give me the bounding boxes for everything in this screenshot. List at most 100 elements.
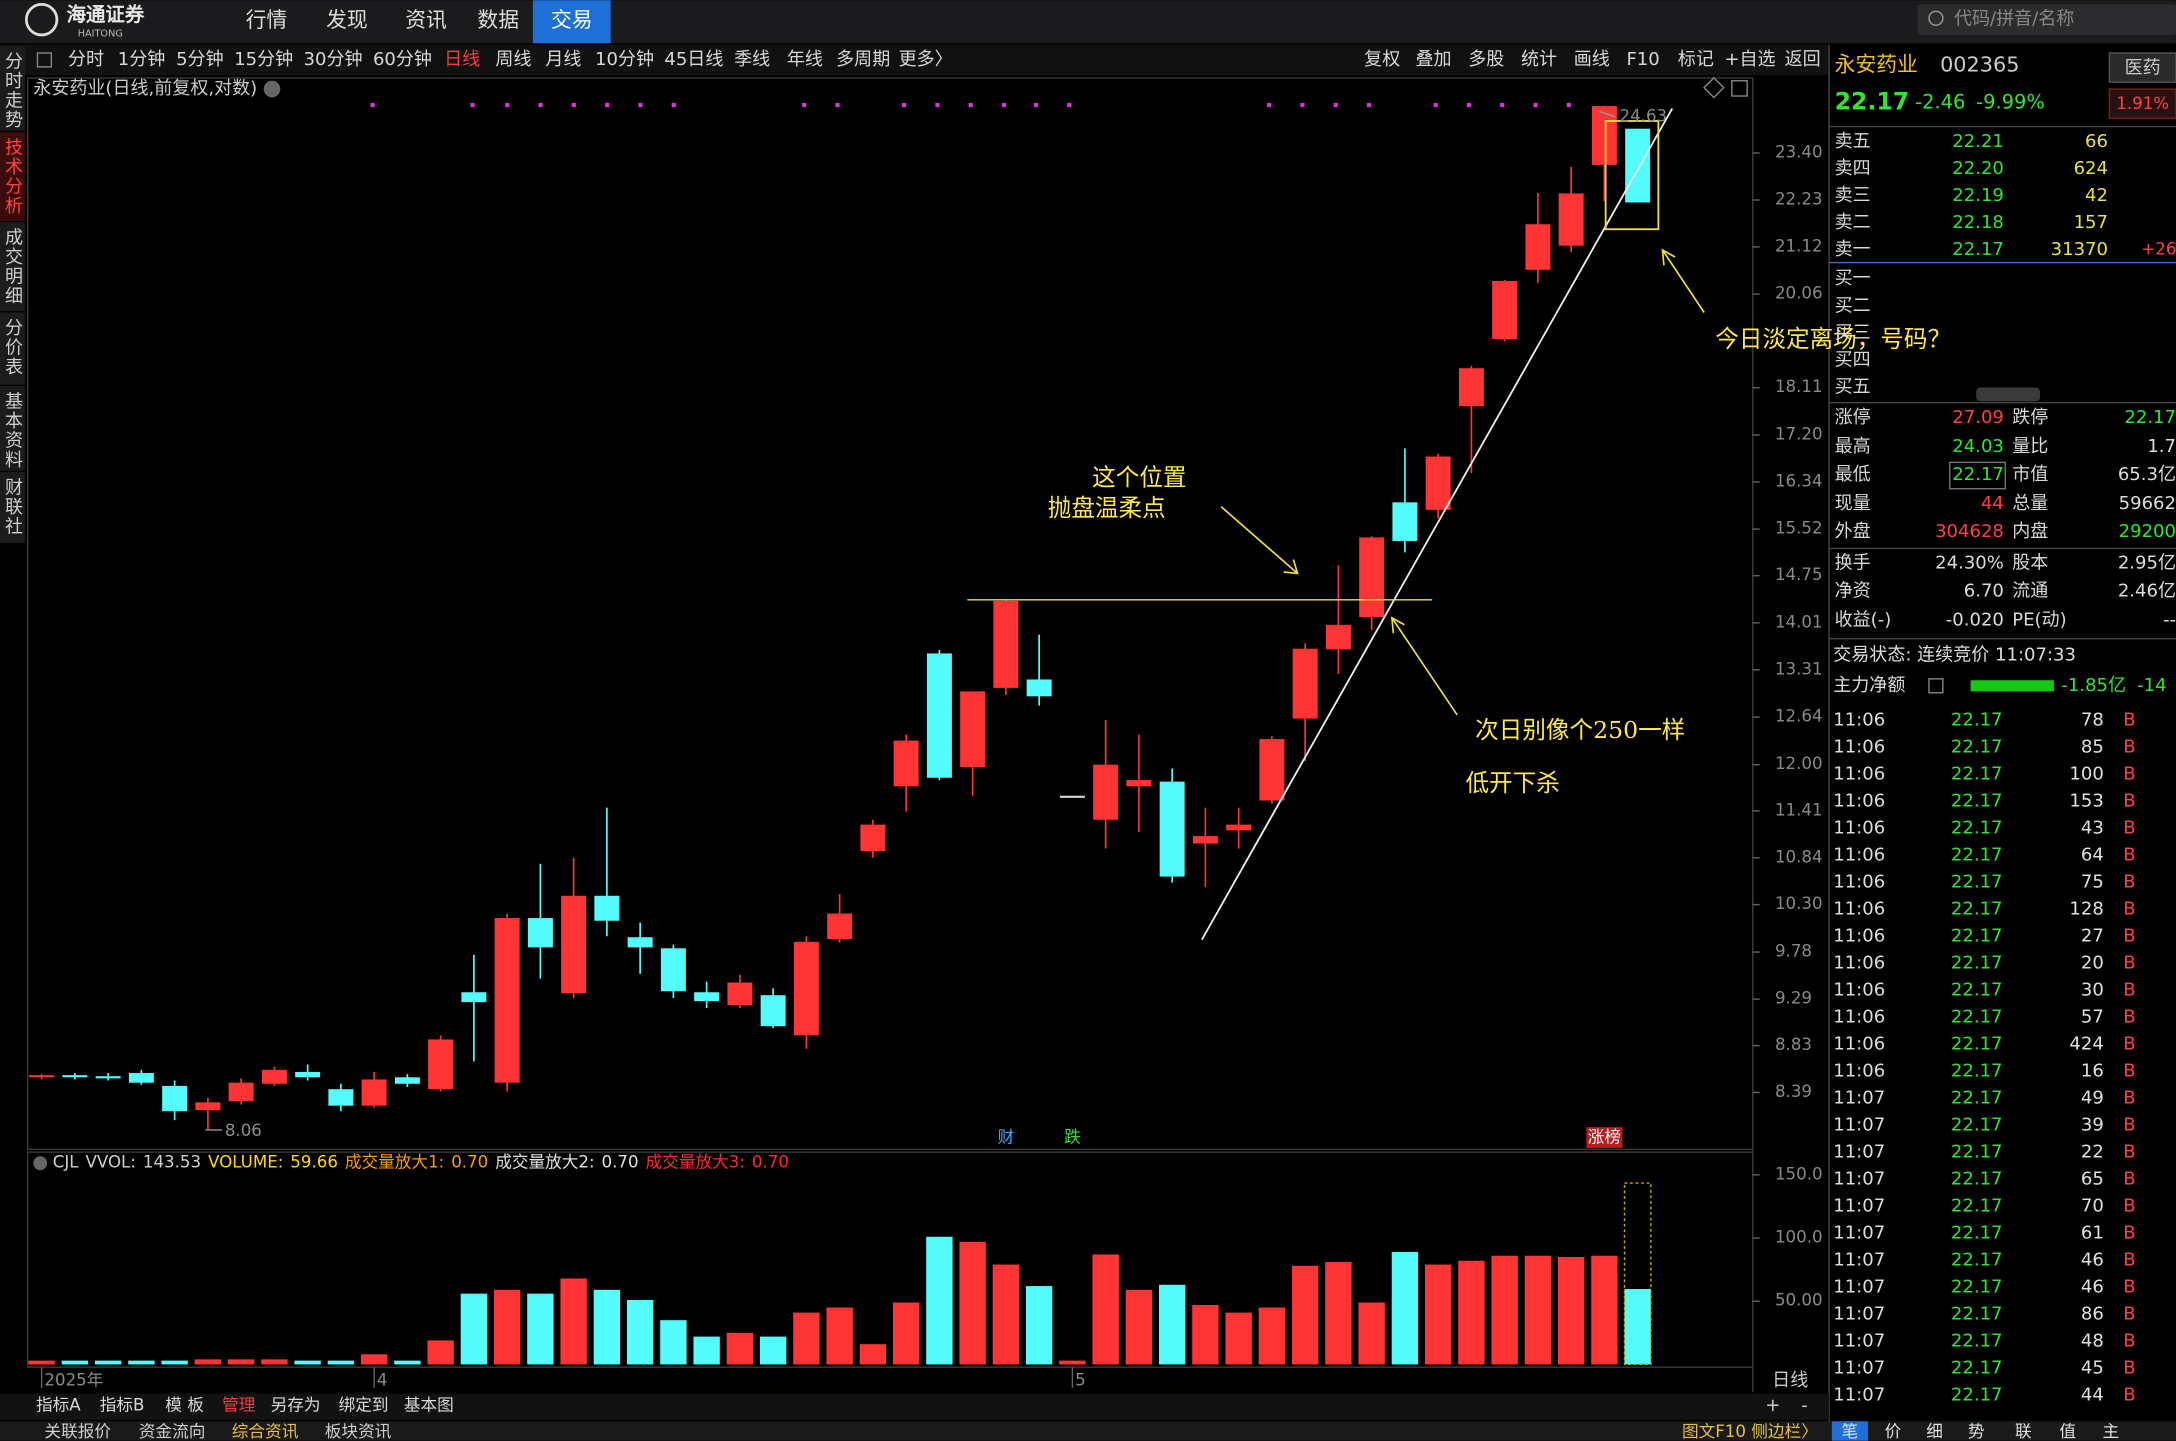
indicator-dropdown[interactable]	[33, 1156, 48, 1171]
side-tab[interactable]: 技术分析	[2, 138, 23, 216]
menu-item[interactable]: 数据	[477, 8, 519, 32]
side-tab-bg[interactable]	[0, 222, 25, 312]
tool-button[interactable]: 画线	[1574, 49, 1610, 70]
event-marker[interactable]: 财	[998, 1128, 1015, 1147]
right-tab[interactable]: 价	[1885, 1422, 1902, 1441]
flow-icon[interactable]	[1928, 678, 1944, 694]
right-tab[interactable]: 细	[1926, 1422, 1943, 1441]
tool-button[interactable]: 统计	[1521, 49, 1557, 70]
period-tab[interactable]: 日线	[444, 49, 480, 70]
side-tab-bg[interactable]	[0, 386, 25, 471]
bottom-tab[interactable]: 关联报价	[44, 1422, 111, 1441]
bottom-tool[interactable]: 另存为	[271, 1396, 321, 1415]
trade-time: 11:06	[1833, 1006, 1885, 1027]
menu-item[interactable]: 发现	[326, 8, 368, 32]
icon[interactable]	[1731, 80, 1748, 97]
tool-button[interactable]: +自选	[1724, 49, 1775, 70]
trade-time: 11:06	[1833, 790, 1885, 811]
side-tab-bg[interactable]	[0, 46, 25, 131]
tool-button[interactable]: F10	[1626, 49, 1659, 70]
period-tab[interactable]: 60分钟	[373, 49, 432, 70]
trade-time: 11:06	[1833, 1033, 1885, 1054]
side-tab[interactable]: 基本资料	[2, 391, 23, 469]
bottom-tool[interactable]: 模 板	[165, 1396, 204, 1415]
bottom-tool[interactable]: 基本图	[404, 1396, 454, 1415]
period-tab[interactable]: 1分钟	[118, 49, 166, 70]
search-placeholder[interactable]: 代码/拼音/名称	[1954, 9, 2074, 30]
trade-time: 11:07	[1833, 1141, 1885, 1162]
right-tab[interactable]: 笔	[1842, 1422, 1859, 1441]
zoom-out[interactable]: -	[1801, 1395, 1808, 1416]
logo-icon	[24, 3, 59, 37]
period-tab[interactable]: 15分钟	[234, 49, 293, 70]
period-tab[interactable]: 更多〉	[899, 49, 953, 70]
event-marker[interactable]: 涨榜	[1588, 1128, 1621, 1147]
menu-item[interactable]: 资讯	[405, 8, 447, 32]
title-dropdown[interactable]	[263, 80, 281, 98]
trade-time: 11:07	[1833, 1222, 1885, 1243]
right-tab-bg[interactable]	[1831, 1421, 1868, 1441]
right-tab[interactable]: 联	[2015, 1422, 2032, 1441]
volume-bar	[693, 1336, 720, 1365]
side-tab[interactable]: 成交明细	[2, 228, 23, 306]
volume-bar	[1225, 1312, 1252, 1365]
ask-volume: 42	[2085, 185, 2108, 206]
side-tab-bg[interactable]	[0, 132, 25, 221]
tool-button[interactable]: 返回	[1785, 49, 1821, 70]
legend-text: 0.70	[602, 1153, 639, 1172]
stat-value: 304628	[1935, 521, 2004, 542]
bottom-tab[interactable]: 资金流向	[139, 1422, 206, 1441]
menu-item[interactable]: 行情	[246, 8, 288, 32]
bottom-tool[interactable]: 管理	[222, 1396, 256, 1415]
trend-line	[1201, 108, 1674, 941]
trade-price: 22.17	[1951, 979, 2003, 1000]
bottom-tool[interactable]: 绑定到	[339, 1396, 389, 1415]
zoom-in[interactable]: +	[1765, 1395, 1780, 1416]
candle-body	[1259, 739, 1285, 801]
bottom-tool[interactable]: 指标B	[100, 1396, 145, 1415]
stat-value: 59662	[2119, 493, 2176, 514]
side-tab-bg[interactable]	[0, 312, 25, 385]
candle-body	[1558, 193, 1584, 246]
period-tab[interactable]: 年线	[787, 49, 823, 70]
icon[interactable]	[1703, 76, 1725, 99]
side-tab[interactable]: 财联社	[2, 478, 23, 536]
search-box[interactable]	[1917, 4, 2176, 35]
menu-item[interactable]: 交易	[551, 8, 593, 32]
period-tab[interactable]: 30分钟	[304, 49, 363, 70]
trade-volume: 39	[2081, 1114, 2104, 1135]
bottom-right[interactable]: 图文F10 侧边栏〉	[1682, 1422, 1818, 1441]
right-tab[interactable]: 主	[2102, 1422, 2119, 1441]
volume-bar	[1258, 1307, 1286, 1365]
tool-button[interactable]: 叠加	[1416, 49, 1452, 70]
sector[interactable]: 医药	[2125, 57, 2161, 78]
period-tab[interactable]: 5分钟	[176, 49, 224, 70]
side-tab-bg[interactable]	[0, 472, 25, 543]
tool-button[interactable]: 标记	[1678, 49, 1714, 70]
toolbar-icon[interactable]	[36, 52, 53, 68]
candle-body	[1392, 502, 1418, 541]
event-marker[interactable]: 跌	[1064, 1128, 1081, 1147]
period-tab[interactable]: 周线	[495, 49, 531, 70]
candle-body	[1492, 280, 1518, 339]
period-tab[interactable]: 月线	[545, 49, 581, 70]
trade-time: 11:07	[1833, 1087, 1885, 1108]
collapse-button[interactable]	[1976, 387, 2040, 402]
period-tab[interactable]: 10分钟	[595, 49, 654, 70]
side-tab[interactable]: 分价表	[2, 318, 23, 376]
tool-button[interactable]: 多股	[1468, 49, 1504, 70]
legend-text: VOLUME:	[208, 1153, 283, 1172]
bottom-tab[interactable]: 综合资讯	[232, 1422, 299, 1441]
bottom-tool[interactable]: 指标A	[36, 1396, 81, 1415]
right-tab[interactable]: 势	[1968, 1422, 1985, 1441]
trade-price: 22.17	[1951, 1114, 2003, 1135]
bottom-tab[interactable]: 板块资讯	[325, 1422, 392, 1441]
period-tab[interactable]: 分时	[68, 49, 104, 70]
right-tab[interactable]: 值	[2059, 1422, 2076, 1441]
period-tab[interactable]: 45日线	[664, 49, 723, 70]
sector-box[interactable]	[2108, 52, 2176, 83]
period-tab[interactable]: 季线	[734, 49, 770, 70]
side-tab[interactable]: 分时走势	[2, 51, 23, 129]
tool-button[interactable]: 复权	[1364, 49, 1400, 70]
period-tab[interactable]: 多周期	[836, 49, 890, 70]
